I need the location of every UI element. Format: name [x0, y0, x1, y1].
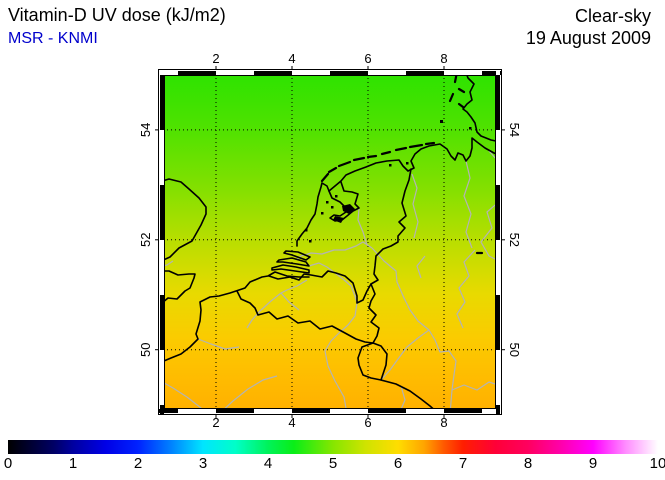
axis-tick-label: 50 — [138, 342, 153, 356]
graticule — [160, 71, 500, 413]
axis-tick-label: 6 — [364, 415, 371, 430]
island-specks — [305, 120, 472, 243]
river-scheldt — [246, 279, 308, 329]
england-norfolk-coastline — [160, 178, 207, 263]
zeeland-island-3 — [283, 250, 311, 261]
axis-tick-label: 52 — [507, 233, 522, 247]
colorbar-tick-label: 10 — [649, 455, 665, 472]
wadden-islands — [320, 141, 436, 183]
axis-tick-label: 6 — [364, 51, 371, 66]
country-borders — [236, 168, 484, 413]
axis-tick-label: 4 — [288, 415, 295, 430]
axis-tick-label: 52 — [138, 233, 153, 247]
zeeland-island-1 — [271, 264, 310, 274]
river-meuse — [308, 262, 358, 413]
axis-tick-label: 50 — [507, 342, 522, 356]
luxembourg-border — [357, 342, 388, 381]
colorbar-tick-label: 1 — [68, 455, 78, 472]
uv-dose-map: 2 2 4 4 6 6 8 8 54 54 52 52 50 50 — [138, 51, 522, 430]
axis-tick-label: 54 — [507, 123, 522, 137]
polder-flevoland — [333, 216, 344, 223]
axis-labels: 2 2 4 4 6 6 8 8 54 54 52 52 50 50 — [138, 51, 522, 430]
colorbar-tick-label: 2 — [133, 455, 143, 472]
colorbar-tick-label: 9 — [588, 455, 598, 472]
state-border-c — [416, 255, 426, 279]
uv-field-gradient — [160, 71, 500, 413]
river-weser — [463, 160, 473, 249]
north-frisian-islands — [448, 71, 466, 109]
colorbar-tick-label: 4 — [263, 455, 273, 472]
river-ijssel — [357, 208, 368, 246]
river-oise — [219, 375, 278, 413]
river-ems — [411, 173, 419, 239]
state-border-b — [456, 249, 476, 329]
england-kent-coastline — [160, 270, 196, 305]
source-label: MSR - KNMI — [8, 30, 98, 47]
frisia-german-coastline — [328, 137, 500, 192]
holland-coastline — [296, 182, 330, 247]
map-frame — [158, 69, 502, 415]
colorbar — [8, 440, 658, 454]
colorbar-labels: 0 1 2 3 4 5 6 7 8 9 10 — [4, 455, 665, 475]
axis-tick-label: 54 — [138, 123, 153, 137]
date-label: 19 August 2009 — [525, 28, 651, 48]
be-fr-border — [236, 290, 374, 344]
zeeland-island-2 — [276, 257, 310, 267]
colorbar-tick-label: 6 — [393, 455, 403, 472]
river-belgium — [280, 292, 300, 311]
colorbar-tick-label: 7 — [458, 455, 468, 472]
state-border-a — [480, 200, 500, 263]
map-content — [160, 71, 500, 413]
axis-tick-label: 8 — [440, 415, 447, 430]
axis-tick-label: 2 — [212, 415, 219, 430]
polder-noordoost — [342, 204, 355, 214]
page-title: Vitamin-D UV dose (kJ/m2) — [8, 5, 226, 25]
axis-tick-label: 4 — [288, 51, 295, 66]
state-border-d — [451, 381, 500, 391]
france-belgium-coastline — [160, 271, 310, 364]
river-somme — [197, 338, 240, 350]
condition-label: Clear-sky — [574, 6, 651, 26]
rivers-and-minor-borders — [160, 150, 500, 413]
colorbar-tick-label: 0 — [3, 455, 13, 472]
schleswig-coastline — [462, 71, 500, 143]
colorbar-tick-label: 5 — [328, 455, 338, 472]
coastlines — [160, 71, 500, 364]
colorbar-tick-label: 8 — [523, 455, 533, 472]
axis-tick-label: 8 — [440, 51, 447, 66]
be-nl-border — [268, 270, 372, 304]
be-de-border — [368, 307, 380, 344]
colorbar-tick-label: 3 — [198, 455, 208, 472]
axis-tick-label: 2 — [212, 51, 219, 66]
river-moselle — [380, 329, 430, 381]
header-right: Clear-sky 19 August 2009 — [526, 5, 651, 49]
de-fr-border — [380, 379, 440, 413]
